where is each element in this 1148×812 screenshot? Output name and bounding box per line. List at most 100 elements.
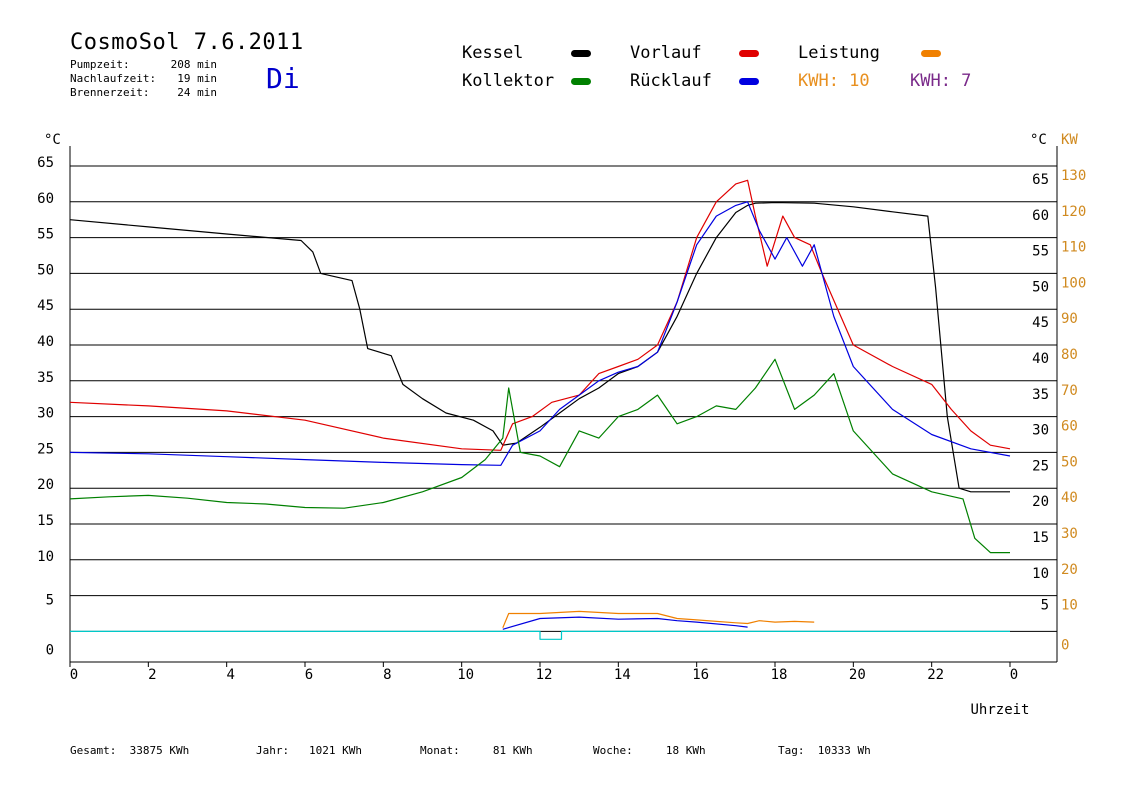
y-tick-right-power: 80: [1061, 347, 1078, 363]
y-tick-left: 0: [46, 642, 54, 658]
y-tick-right-power: 60: [1061, 419, 1078, 435]
footer-label: Tag:: [778, 744, 805, 757]
footer-gesamt: Gesamt: 33875 KWh: [70, 744, 189, 757]
y-tick-left: 35: [37, 370, 54, 386]
series-r-cklauf: [69, 201, 1011, 466]
y-axis-label-right: °C: [1030, 132, 1047, 148]
y-tick-right-power: 10: [1061, 598, 1078, 614]
y-axis-label-left: °C: [44, 132, 61, 148]
y-tick-right-power: 120: [1061, 204, 1086, 220]
series-leistung-r-cklauf: [502, 616, 748, 630]
footer-label: Woche:: [593, 744, 633, 757]
y-tick-right-temp: 10: [1032, 566, 1049, 582]
y-tick-left: 20: [37, 477, 54, 493]
x-tick-label: 10: [457, 667, 474, 683]
y-tick-left: 40: [37, 334, 54, 350]
chart-axes: [69, 146, 1058, 667]
y-tick-right-power: 20: [1061, 562, 1078, 578]
footer-value: 33875 KWh: [129, 744, 190, 757]
legend-leistung-label: Leistung: [798, 43, 880, 63]
stat-nachlaufzeit: Nachlaufzeit: 19 min: [70, 72, 220, 85]
y-tick-right-temp: 20: [1032, 494, 1049, 510]
y-tick-right-temp: 25: [1032, 458, 1049, 474]
y-tick-right-power: 100: [1061, 275, 1086, 291]
footer-monat: Monat: 81 KWh: [420, 744, 533, 757]
x-tick-label: 12: [536, 667, 553, 683]
x-tick-label: 6: [305, 667, 313, 683]
footer-woche: Woche: 18 KWh: [593, 744, 706, 757]
stat-label: Pumpzeit:: [70, 58, 130, 71]
y-tick-right-power: 90: [1061, 311, 1078, 327]
y-tick-right-power: 30: [1061, 526, 1078, 542]
y-tick-right-temp: 60: [1032, 208, 1049, 224]
series-vorlauf: [69, 179, 1011, 451]
stat-value: 24 min: [177, 86, 217, 99]
x-tick-label: 20: [849, 667, 866, 683]
y-tick-right-temp: 55: [1032, 244, 1049, 260]
stat-label: Brennerzeit:: [70, 86, 150, 99]
x-tick-label: 4: [226, 667, 234, 683]
footer-label: Jahr:: [256, 744, 290, 757]
y-tick-right-power: 110: [1061, 240, 1086, 256]
legend-ruecklauf-swatch: [739, 78, 759, 85]
y-tick-left: 65: [37, 155, 54, 171]
y-tick-left: 55: [37, 227, 54, 243]
y-tick-right-power: 50: [1061, 454, 1078, 470]
x-tick-label: 0: [70, 667, 78, 683]
y-tick-left: 45: [37, 298, 54, 314]
footer-value: 18 KWh: [665, 744, 706, 757]
legend-kwh-orange: KWH: 10: [798, 71, 870, 91]
series-leistung: [502, 610, 815, 629]
y-tick-right-temp: 40: [1032, 351, 1049, 367]
footer-value: 81 KWh: [492, 744, 533, 757]
x-tick-label: 16: [692, 667, 709, 683]
legend-kollektor-swatch: [571, 78, 591, 85]
stat-brennerzeit: Brennerzeit: 24 min: [70, 86, 220, 99]
legend-vorlauf-swatch: [739, 50, 759, 57]
footer-value: 1021 KWh: [309, 744, 362, 757]
y-tick-right-temp: 15: [1032, 530, 1049, 546]
y-tick-right-temp: 50: [1032, 279, 1049, 295]
y-tick-left: 30: [37, 406, 54, 422]
chart-series: [69, 179, 1011, 640]
y-tick-right-power: 0: [1061, 637, 1069, 653]
legend-kessel-swatch: [571, 50, 591, 57]
footer-value: 10333 Wh: [817, 744, 871, 757]
x-axis-label: Uhrzeit: [970, 702, 1029, 718]
footer-jahr: Jahr: 1021 KWh: [256, 744, 362, 757]
y-tick-right-temp: 30: [1032, 423, 1049, 439]
y-tick-right-temp: 5: [1041, 598, 1049, 614]
x-tick-label: 8: [383, 667, 391, 683]
y-tick-left: 60: [37, 191, 54, 207]
y-tick-right-temp: 65: [1032, 172, 1049, 188]
y-tick-right-power: 70: [1061, 383, 1078, 399]
footer-label: Gesamt:: [70, 744, 117, 757]
x-tick-label: 0: [1010, 667, 1018, 683]
x-tick-label: 18: [771, 667, 788, 683]
y-tick-right-power: 130: [1061, 168, 1086, 184]
stat-value: 19 min: [177, 72, 217, 85]
stat-pumpzeit: Pumpzeit: 208 min: [70, 58, 220, 71]
y-tick-right-temp: 35: [1032, 387, 1049, 403]
x-tick-label: 14: [614, 667, 631, 683]
series-pumpe: [70, 630, 1010, 640]
y-tick-right-power: 40: [1061, 490, 1078, 506]
series-kessel: [69, 201, 1010, 493]
y-axis-label-power: KW: [1061, 132, 1078, 148]
y-tick-right-temp: 45: [1032, 315, 1049, 331]
chart-grid: [70, 165, 1057, 632]
y-tick-left: 5: [46, 593, 54, 609]
series-kollektor: [69, 358, 1010, 554]
stat-label: Nachlaufzeit:: [70, 72, 157, 85]
legend-ruecklauf-label: Rücklauf: [630, 71, 712, 91]
x-tick-label: 22: [927, 667, 944, 683]
footer-tag: Tag: 10333 Wh: [778, 744, 871, 757]
y-tick-left: 50: [37, 262, 54, 278]
legend-vorlauf-label: Vorlauf: [630, 43, 702, 63]
stat-value: 208 min: [170, 58, 217, 71]
legend-kwh-purple: KWH: 7: [910, 71, 972, 91]
y-tick-left: 15: [37, 513, 54, 529]
y-tick-left: 10: [37, 549, 54, 565]
page-title: CosmoSol 7.6.2011: [70, 30, 304, 55]
